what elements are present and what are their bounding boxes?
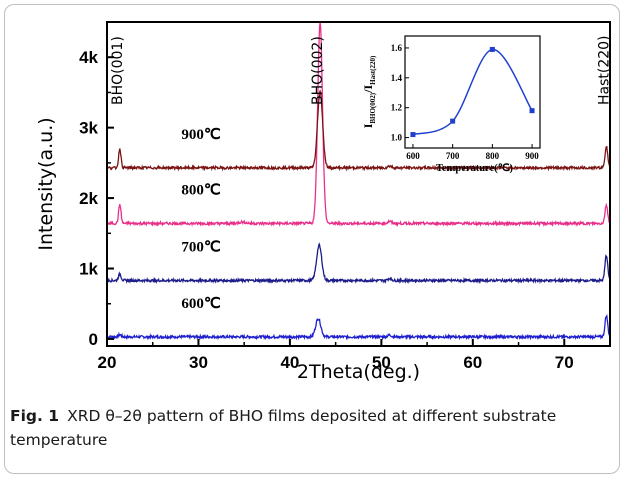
inset-x-tick-label-3: 900: [525, 151, 539, 161]
series-0-line: [106, 313, 611, 341]
caption-text: XRD θ–2θ pattern of BHO films deposited …: [10, 407, 557, 449]
inset-x-tick-label-0: 600: [406, 151, 420, 161]
inset-frame: [404, 35, 541, 149]
series-3-line: [106, 89, 611, 172]
caption-label: Fig. 1: [10, 407, 60, 425]
series-label-0: 600℃: [181, 296, 221, 312]
inset-point-2: [489, 46, 495, 52]
y-tick-label-1: 1k: [79, 260, 98, 279]
inset-y-label-part-1: BHO(002): [369, 92, 377, 123]
inset-point-1: [450, 118, 456, 124]
inset-y-tick-label-3: 1.6: [391, 43, 403, 53]
inset-y-tick-label-2: 1.4: [391, 73, 403, 83]
x-tick-label-3: 50: [372, 353, 391, 372]
inset-curve: [412, 48, 533, 136]
series-2-line: [106, 22, 610, 228]
plot-frame: [106, 21, 611, 347]
x-tick-label-0: 20: [98, 353, 117, 372]
series-label-1: 700℃: [181, 240, 221, 256]
inset-y-tick-label-0: 1.0: [391, 133, 403, 143]
x-axis-label: 2Theta(deg.): [297, 361, 420, 383]
y-axis-label: Intensity(a.u.): [35, 117, 57, 250]
inset-y-label-part-0: I: [361, 123, 375, 128]
x-tick-label-5: 70: [555, 353, 574, 372]
x-tick-label-4: 60: [463, 353, 482, 372]
figure-caption: Fig. 1 XRD θ–2θ pattern of BHO films depo…: [10, 404, 610, 452]
series-1-line: [106, 242, 611, 285]
peak-label-2: Hast(220): [596, 35, 612, 105]
x-tick-label-2: 40: [280, 353, 299, 372]
y-tick-label-4: 4k: [79, 48, 98, 67]
inset-y-label-part-3: Hast(220): [369, 55, 377, 85]
xrd-chart: 20 30 40 50 60 7001k2k3k4k2Theta(deg.)Intensi…: [35, 21, 612, 383]
inset-x-axis-label: Temperature(℃): [436, 162, 514, 174]
series-label-2: 800℃: [181, 183, 221, 199]
y-tick-label-2: 2k: [79, 189, 98, 208]
inset-point-0: [410, 132, 416, 138]
peak-label-1: BHO(002): [310, 36, 326, 105]
peak-label-0: BHO(001): [110, 36, 126, 105]
inset-x-tick-label-2: 800: [486, 151, 500, 161]
inset-y-tick-label-1: 1.2: [391, 103, 403, 113]
inset-point-3: [529, 108, 535, 114]
x-tick-label-1: 30: [189, 353, 208, 372]
series-label-3: 900℃: [181, 127, 221, 143]
y-tick-label-3: 3k: [79, 119, 98, 138]
inset-y-label-part-2: /I: [361, 85, 375, 94]
inset-x-tick-label-1: 700: [446, 151, 460, 161]
inset-y-axis-label: IBHO(002)/IHast(220): [361, 55, 377, 128]
y-tick-label-0: 0: [89, 330, 98, 349]
